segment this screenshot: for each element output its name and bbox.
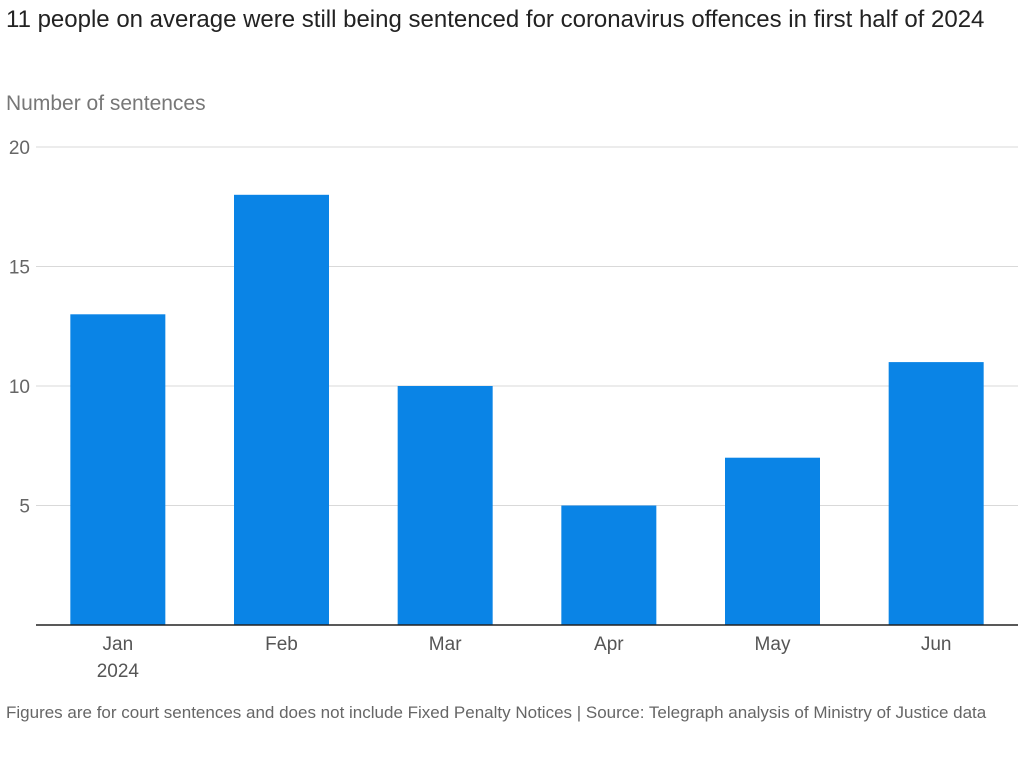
bar-jan — [70, 314, 166, 625]
y-tick-label: 5 — [19, 497, 30, 518]
bar-feb — [234, 194, 329, 626]
y-tick-label: 20 — [9, 138, 30, 159]
y-tick-label: 10 — [9, 377, 30, 398]
x-tick-label: Feb — [265, 634, 298, 655]
chart-title: 11 people on average were still being se… — [6, 6, 985, 33]
y-tick-label: 15 — [9, 258, 30, 279]
x-tick-label: Mar — [429, 634, 462, 655]
bar-mar — [397, 386, 493, 625]
x-tick-label: Apr — [594, 634, 624, 655]
x-tick-label: Jun — [921, 634, 952, 655]
chart-footer: Figures are for court sentences and does… — [6, 703, 987, 722]
x-tick-sublabel: 2024 — [97, 661, 140, 682]
x-tick-label: Jan — [103, 634, 134, 655]
y-axis-label: Number of sentences — [6, 92, 206, 115]
bar-apr — [561, 505, 657, 625]
bar-jun — [888, 362, 984, 625]
bar-may — [725, 457, 820, 625]
x-tick-label: May — [755, 634, 791, 655]
